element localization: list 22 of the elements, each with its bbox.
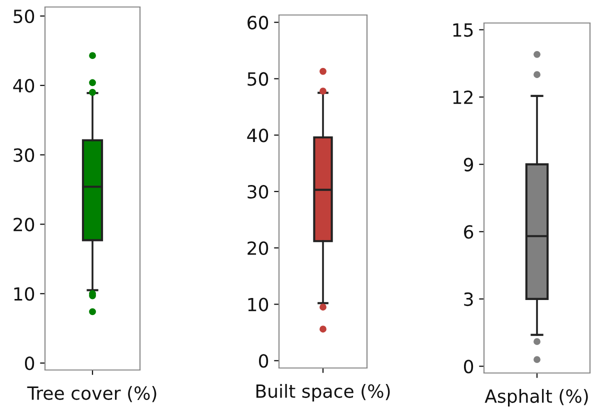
y-tick-label: 10 [14, 287, 34, 301]
y-tick-label: 50 [248, 72, 268, 86]
y-tick-label: 0 [258, 354, 268, 368]
y-tick-label: 30 [14, 148, 34, 162]
y-tick-label: 12 [453, 90, 472, 104]
x-tick-label: Built space (%) [256, 384, 390, 402]
y-tick-label: 60 [248, 16, 268, 30]
y-tick-label: 30 [248, 184, 268, 199]
y-tick-label: 40 [13, 78, 34, 93]
y-tick-label: 0 [464, 360, 474, 374]
y-tick-label: 10 [248, 298, 268, 312]
y-tick-label: 9 [464, 158, 474, 172]
x-tick-label: Asphalt (%) [484, 388, 588, 406]
y-tick-label: 15 [453, 23, 473, 37]
y-tick-label: 3 [464, 292, 473, 306]
x-tick-label: Tree cover (%) [27, 386, 156, 402]
y-tick-label: 20 [14, 218, 34, 232]
y-tick-label: 50 [14, 9, 34, 24]
y-tick-label: 40 [247, 128, 268, 142]
y-tick-label: 0 [24, 356, 34, 370]
y-tick-label: 20 [248, 241, 268, 256]
y-tick-label: 6 [464, 225, 474, 239]
